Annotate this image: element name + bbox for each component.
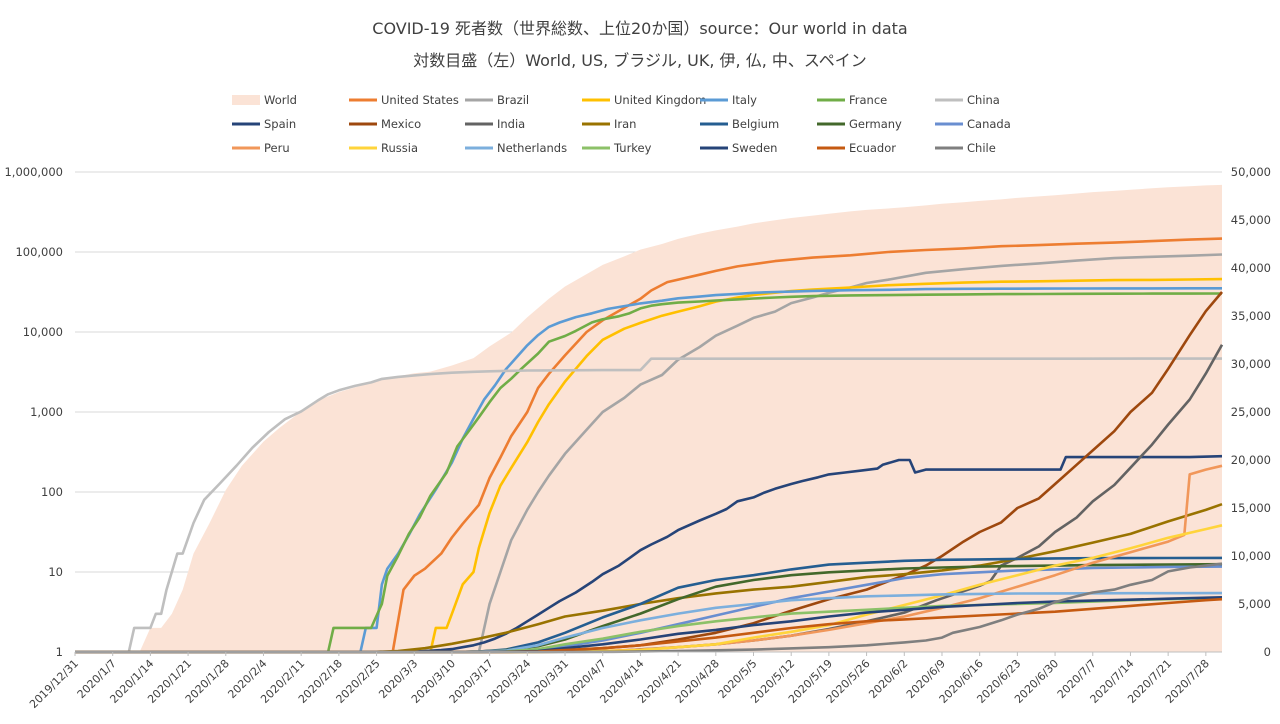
y-right-tick-label: 10,000: [1231, 549, 1271, 563]
legend-item-canada: Canada: [935, 117, 1011, 131]
y-left-tick-label: 1: [56, 645, 63, 659]
y-left-tick-label: 100: [41, 485, 63, 499]
y-right-tick-label: 15,000: [1231, 501, 1271, 515]
legend-label: Sweden: [732, 141, 777, 155]
legend-label: Spain: [264, 117, 296, 131]
series-world-area: [75, 184, 1222, 652]
legend-item-china: China: [935, 93, 1000, 107]
legend-label: France: [849, 93, 887, 107]
chart-title-line2: 対数目盛（左）World, US, ブラジル, UK, 伊, 仏, 中、スペイン: [413, 51, 867, 70]
series-france-line: [75, 292, 1223, 654]
legend-label: Russia: [381, 141, 418, 155]
series-belgium-line: [75, 556, 1223, 654]
series-united-kingdom-line: [75, 277, 1223, 654]
legend-item-mexico: Mexico: [349, 117, 421, 131]
legend-item-united-states: United States: [349, 93, 459, 107]
y-right-tick-label: 45,000: [1231, 213, 1271, 227]
legend-item-iran: Iran: [582, 117, 636, 131]
legend-label: Canada: [967, 117, 1011, 131]
series-iran-line: [75, 502, 1223, 654]
y-right-tick-label: 25,000: [1231, 405, 1271, 419]
legend-item-netherlands: Netherlands: [465, 141, 567, 155]
y-left-tick-label: 1,000,000: [4, 165, 63, 179]
x-tick-label: 2020/6/2: [866, 657, 910, 701]
chart-title-line1: COVID-19 死者数（世界総数、上位20か国）source：Our worl…: [372, 19, 907, 38]
y-right-tick-label: 0: [1264, 645, 1271, 659]
legend-item-india: India: [465, 117, 525, 131]
series-netherlands-line: [75, 591, 1223, 654]
legend-item-spain: Spain: [232, 117, 296, 131]
legend-item-france: France: [817, 93, 887, 107]
y-left-tick-label: 10: [48, 565, 63, 579]
series-spain-line: [75, 454, 1223, 654]
legend-item-russia: Russia: [349, 141, 418, 155]
legend-label: India: [497, 117, 525, 131]
legend-item-sweden: Sweden: [700, 141, 777, 155]
legend-label: Peru: [264, 141, 290, 155]
legend-item-united-kingdom: United Kingdom: [582, 93, 706, 107]
chart-legend: World United States Brazil United Kingdom It…: [232, 93, 1011, 155]
legend-label: Turkey: [613, 141, 652, 155]
x-tick-label: 2019/12/31: [27, 657, 81, 711]
legend-label: Germany: [849, 117, 902, 131]
legend-item-ecuador: Ecuador: [817, 141, 896, 155]
legend-label: Netherlands: [497, 141, 567, 155]
legend-label: Chile: [967, 141, 996, 155]
legend-label: United States: [381, 93, 459, 107]
series-china-line: [75, 357, 1222, 654]
y-right-tick-label: 5,000: [1238, 597, 1271, 611]
legend-item-italy: Italy: [700, 93, 757, 107]
y-right-tick-label: 50,000: [1231, 165, 1271, 179]
legend-item-germany: Germany: [817, 117, 902, 131]
legend-label: Mexico: [381, 117, 421, 131]
legend-item-belgium: Belgium: [700, 117, 779, 131]
y-left-tick-label: 10,000: [23, 325, 63, 339]
plot-area: [75, 184, 1224, 654]
y-left-tick-label: 100,000: [15, 245, 63, 259]
legend-label: China: [967, 93, 1000, 107]
series-chile-line: [75, 562, 1223, 654]
legend-swatch: [232, 95, 260, 105]
legend-item-peru: Peru: [232, 141, 290, 155]
legend-item-turkey: Turkey: [582, 141, 652, 155]
legend-item-brazil: Brazil: [465, 93, 529, 107]
legend-label: Italy: [732, 93, 757, 107]
legend-label: Brazil: [497, 93, 529, 107]
y-right-tick-label: 20,000: [1231, 453, 1271, 467]
legend-label: Belgium: [732, 117, 779, 131]
legend-item-chile: Chile: [935, 141, 996, 155]
legend-label: World: [264, 93, 297, 107]
series-united-states-line: [75, 237, 1223, 654]
legend-label: Ecuador: [849, 141, 896, 155]
series-brazil-line: [75, 253, 1223, 654]
y-right-tick-label: 30,000: [1231, 357, 1271, 371]
y-right-tick-label: 40,000: [1231, 261, 1271, 275]
series-ecuador-line: [75, 597, 1223, 654]
legend-item-world: World: [232, 93, 297, 107]
y-left-tick-label: 1,000: [30, 405, 63, 419]
y-right-tick-label: 35,000: [1231, 309, 1271, 323]
legend-label: United Kingdom: [614, 93, 706, 107]
legend-label: Iran: [614, 117, 636, 131]
